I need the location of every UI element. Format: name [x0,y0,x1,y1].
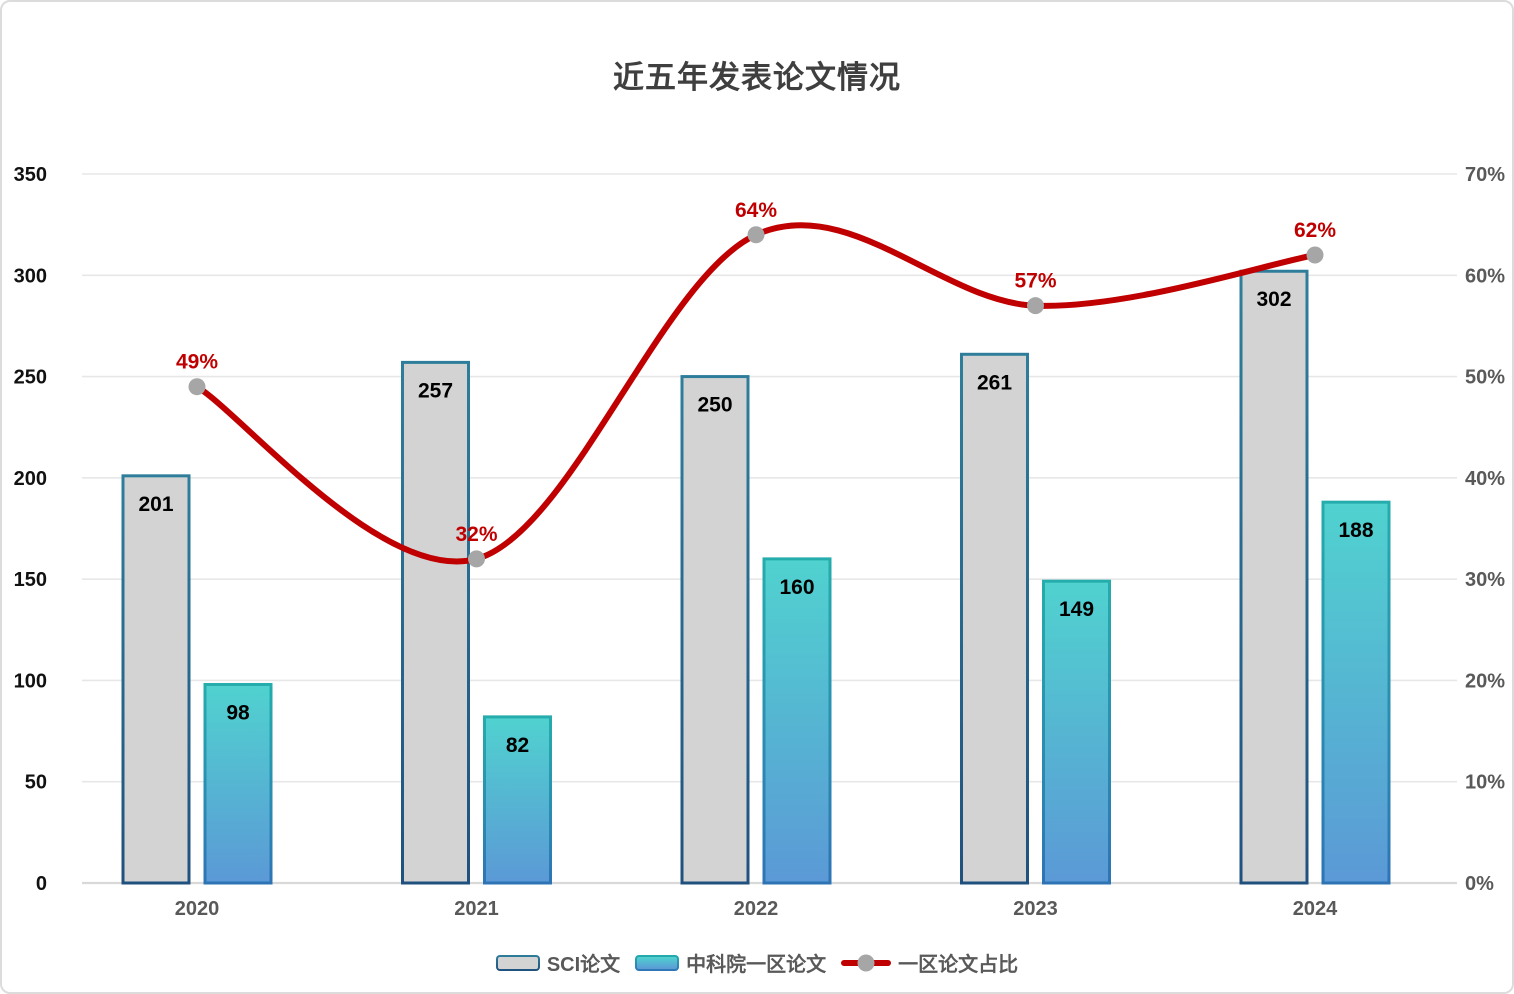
ratio-line [194,222,1318,565]
year-label: 2024 [1293,898,1338,920]
year-label: 2023 [1013,898,1058,920]
year-label: 2022 [734,898,779,920]
bar-value-label: 257 [418,379,453,402]
axis-ticks-group: 0 50 100 150 200 250 300 350 0% 10% 20% 30% 40% 50% 60… [14,164,1506,895]
legend-line-marker [841,954,892,971]
chart-title: 近五年发表论文情况 [613,60,901,95]
left-axis-tick-label: 0 [36,873,47,895]
ratio-point-marker [1306,246,1324,264]
sci-bar [1239,269,1309,885]
sci-bar [401,360,470,885]
left-axis-tick-label: 150 [14,569,47,591]
ratio-point-label: 62% [1294,219,1336,242]
legend-label-q1-ratio: 一区论文占比 [898,954,1019,976]
ratio-point-marker [747,226,765,244]
cas-q1-bar [762,557,832,885]
category-labels-group: 2020 2021 2022 2023 2024 [175,898,1338,920]
bar-value-label: 250 [697,394,732,417]
year-label: 2021 [454,898,499,920]
left-axis-tick-label: 50 [25,772,47,794]
bar-value-label: 160 [779,576,814,599]
right-axis-tick-label: 50% [1465,367,1505,389]
left-axis-tick-label: 200 [14,468,47,490]
bar-value-label: 82 [506,734,529,757]
right-axis-tick-label: 10% [1465,772,1505,794]
ratio-point-label: 49% [176,351,218,374]
sci-bar [121,474,191,885]
sci-bar [680,375,750,885]
cas-q1-bar [203,682,273,885]
left-axis-tick-label: 350 [14,164,47,186]
bar-value-label: 261 [977,371,1012,394]
bars-group: 201 257 250 261 302 98 82 160 149 188 [121,269,1391,885]
right-axis-tick-label: 60% [1465,265,1505,287]
right-axis-tick-label: 70% [1465,164,1505,186]
cas-q1-bar [1042,579,1111,885]
ratio-line-group: 49% 32% 64% 57% 62% [176,199,1336,568]
right-axis-tick-label: 40% [1465,468,1505,490]
bar-value-label: 302 [1256,288,1291,311]
left-axis-tick-label: 300 [14,265,47,287]
ratio-point-marker [1027,297,1044,315]
year-label: 2020 [175,898,220,920]
left-axis-tick-label: 100 [14,670,47,692]
bar-value-label: 188 [1338,519,1373,542]
legend-swatch-sci-bar [496,955,540,971]
cas-q1-bar [1321,500,1391,885]
right-axis-tick-label: 0% [1465,873,1494,895]
left-axis-tick-label: 250 [14,367,47,389]
bar-value-label: 98 [226,701,250,724]
ratio-point-marker [188,378,206,396]
legend-line-dot-icon [857,954,875,971]
right-axis-tick-label: 20% [1465,670,1505,692]
sci-bar [960,352,1029,885]
right-axis-tick-label: 30% [1465,569,1505,591]
ratio-point-marker [468,550,485,568]
ratio-point-label: 64% [735,199,777,222]
bar-value-label: 149 [1059,598,1094,621]
legend-swatch-cas-q1-bar [635,955,679,971]
ratio-point-label: 32% [455,523,497,546]
bar-value-label: 201 [138,493,173,516]
cas-q1-bar [483,715,552,885]
legend-label-cas-q1: 中科院一区论文 [686,954,827,976]
chart-legend: SCI论文 中科院一区论文 一区论文占比 [2,948,1512,977]
legend-label-sci: SCI论文 [546,954,621,976]
ratio-point-label: 57% [1014,270,1056,293]
